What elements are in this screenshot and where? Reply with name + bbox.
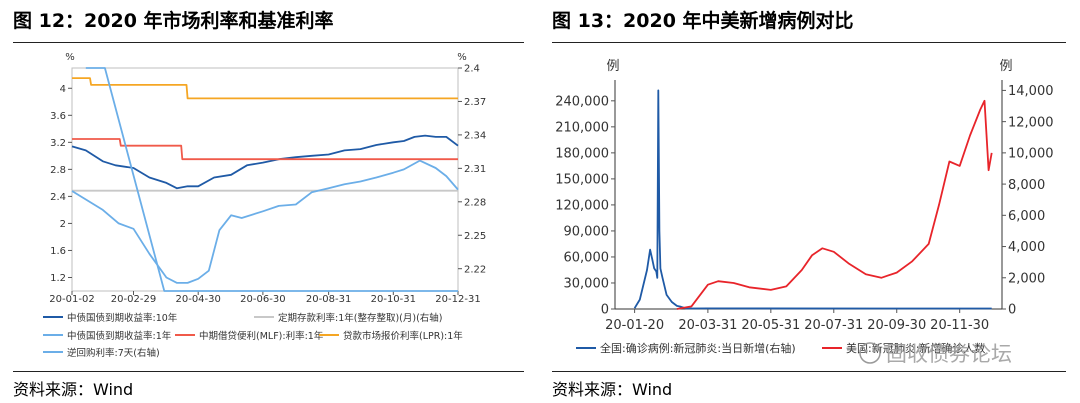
legend-label: 定期存款利率:1年(整存整取)(月)(右轴) — [278, 312, 442, 324]
x-tick-label: 20-11-30 — [930, 318, 989, 333]
y-left-tick-label: 150,000 — [555, 173, 609, 188]
series-line — [71, 159, 459, 284]
series-line — [72, 77, 458, 100]
wechat-icon-eye — [864, 349, 868, 353]
wechat-icon-eye — [872, 349, 876, 353]
y-left-tick-label: 210,000 — [555, 121, 609, 136]
y-right-tick-label: 2.22 — [464, 264, 486, 275]
y-axis-left-unit: % — [65, 52, 75, 63]
series-line — [676, 99, 993, 310]
watermark: 固收债券论坛 — [859, 342, 1012, 366]
y-right-tick-label: 2.34 — [464, 131, 486, 142]
legend-label: 中债国债到期收益率:1年 — [67, 330, 172, 342]
left-source-rule — [13, 371, 524, 372]
y-right-tick-label: 12,000 — [1008, 115, 1054, 130]
y-left-tick-label: 2.4 — [50, 192, 66, 203]
y-left-tick-label: 3.6 — [50, 111, 66, 122]
y-right-tick-label: 2.25 — [464, 231, 486, 242]
chart-right-source: 资料来源：Wind — [552, 380, 673, 399]
y-axis-left-unit: 例 — [606, 59, 619, 74]
y-left-tick-label: 240,000 — [555, 94, 609, 109]
x-tick-label: 20-04-30 — [175, 294, 220, 305]
y-left-tick-label: 3.2 — [50, 138, 66, 149]
series-line — [72, 138, 458, 161]
x-tick-label: 20-03-31 — [678, 318, 737, 333]
y-right-tick-label: 2,000 — [1008, 271, 1045, 286]
legend-label: 逆回购利率:7天(右轴) — [67, 347, 160, 359]
y-left-tick-label: 180,000 — [555, 147, 609, 162]
y-axis-right-unit: 例 — [999, 59, 1012, 74]
legend-label: 美国:新冠肺炎:新增确诊人数 — [846, 341, 985, 355]
x-tick-label: 20-12-31 — [435, 294, 480, 305]
x-tick-label: 20-10-31 — [371, 294, 416, 305]
series-line — [71, 134, 459, 190]
plot-frame — [71, 67, 459, 292]
legend-label: 中期借贷便利(MLF):利率:1年 — [199, 330, 324, 342]
y-left-tick-label: 0 — [601, 303, 609, 318]
y-right-tick-label: 2.4 — [464, 64, 480, 75]
chart-right-title: 图 13：2020 年中美新增病例对比 — [552, 10, 854, 32]
legend-label: 中债国债到期收益率:10年 — [67, 312, 178, 324]
right-source-rule — [552, 371, 1066, 372]
x-tick-label: 20-01-02 — [49, 294, 94, 305]
y-right-tick-label: 4,000 — [1008, 240, 1045, 255]
watermark-text: 固收债券论坛 — [886, 342, 1012, 366]
x-tick-label: 20-05-31 — [741, 318, 800, 333]
y-right-tick-label: 14,000 — [1008, 84, 1054, 99]
wechat-icon — [859, 342, 881, 364]
y-left-tick-label: 30,000 — [564, 277, 610, 292]
y-left-tick-label: 1.2 — [50, 273, 66, 284]
x-tick-label: 20-02-29 — [111, 294, 156, 305]
y-right-tick-label: 2.37 — [464, 97, 486, 108]
right-title-rule — [552, 42, 1066, 43]
y-right-tick-label: 2.28 — [464, 197, 486, 208]
y-left-tick-label: 2 — [60, 219, 66, 230]
y-right-tick-label: 8,000 — [1008, 178, 1045, 193]
legend-label: 全国:确诊病例:新冠肺炎:当日新增(右轴) — [600, 341, 796, 355]
x-tick-label: 20-08-31 — [306, 294, 351, 305]
y-right-tick-label: 2.31 — [464, 164, 486, 175]
left-title-rule — [13, 42, 524, 43]
y-axis-right-unit: % — [457, 52, 467, 63]
y-left-tick-label: 4 — [60, 84, 66, 95]
x-tick-label: 20-09-30 — [867, 318, 926, 333]
y-left-tick-label: 2.8 — [50, 165, 66, 176]
y-left-tick-label: 60,000 — [564, 251, 610, 266]
chart-left-source: 资料来源：Wind — [13, 380, 134, 399]
legend-label: 贷款市场报价利率(LPR):1年 — [343, 330, 463, 342]
y-right-tick-label: 10,000 — [1008, 147, 1054, 162]
chart-left-title: 图 12：2020 年市场利率和基准利率 — [13, 10, 334, 32]
y-left-tick-label: 90,000 — [564, 225, 610, 240]
series-line — [633, 89, 992, 310]
y-right-tick-label: 6,000 — [1008, 209, 1045, 224]
series-line — [85, 67, 458, 292]
x-tick-label: 20-06-30 — [240, 294, 285, 305]
y-right-tick-label: 0 — [1008, 303, 1016, 318]
x-tick-label: 20-07-31 — [804, 318, 863, 333]
y-left-tick-label: 120,000 — [555, 199, 609, 214]
x-tick-label: 20-01-20 — [605, 318, 664, 333]
y-left-tick-label: 1.6 — [50, 246, 66, 257]
